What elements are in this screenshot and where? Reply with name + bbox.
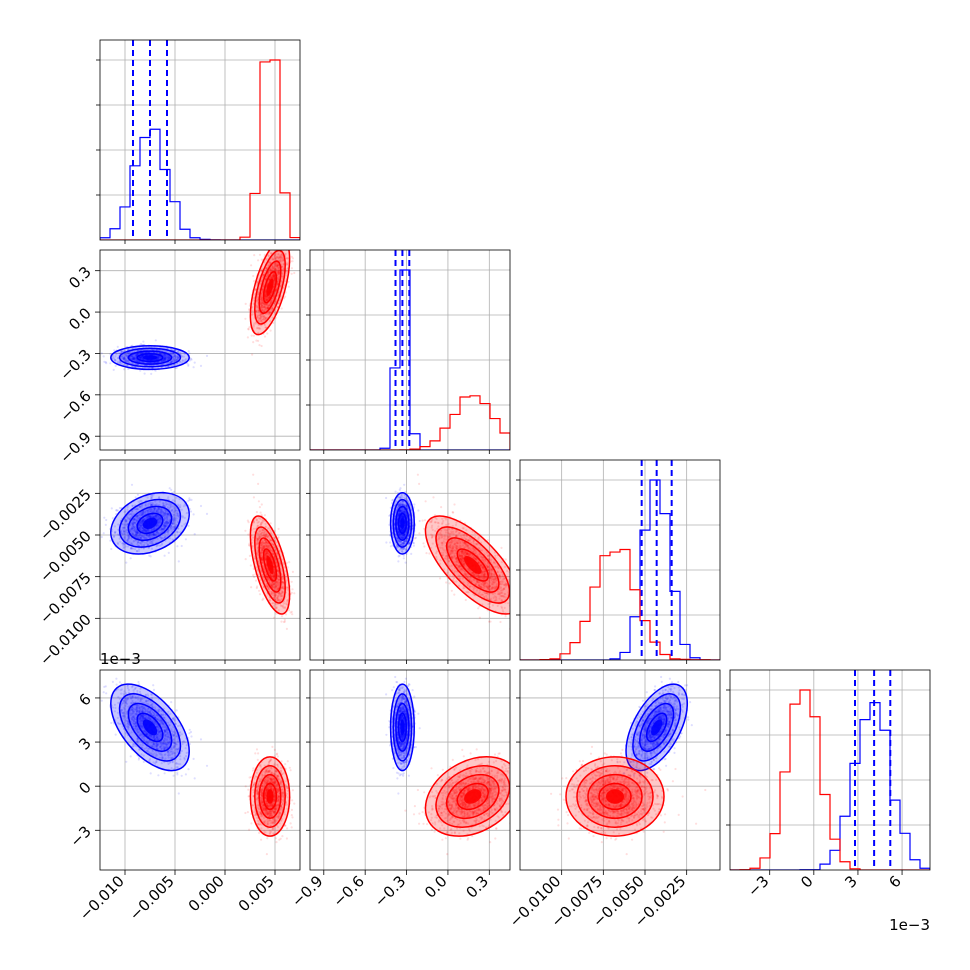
- density-peak-blue: [142, 517, 158, 529]
- panel-frame: [99, 459, 301, 661]
- x-tick-label: −0.005: [126, 872, 178, 924]
- histogram-red: [730, 689, 930, 870]
- panel-frame: [519, 459, 721, 661]
- histogram-panel-param_2: [520, 460, 720, 660]
- density-peak-red: [606, 789, 624, 804]
- histogram-panel-param_1: [310, 250, 510, 450]
- x-tick-label: −3: [744, 872, 772, 900]
- scatter-panel-param_0-param_2: [100, 460, 300, 660]
- y-tick-label: 0: [75, 778, 94, 797]
- histogram-blue: [310, 269, 510, 450]
- scatter-panel-param_1-param_2: [310, 460, 510, 660]
- x-tick-label: −0.010: [76, 872, 128, 924]
- panel-frame: [99, 669, 301, 871]
- panel-frame: [99, 249, 301, 451]
- y-tick-label: −0.9: [56, 428, 94, 466]
- histogram-panel-param_0: [100, 40, 300, 240]
- scatter-panel-param_0-param_1: [100, 250, 300, 450]
- x-tick-label: 0.3: [463, 872, 493, 902]
- panel-frame: [309, 249, 511, 451]
- scatter-points-red: [244, 473, 296, 631]
- density-peak-blue: [651, 719, 663, 736]
- x-tick-label: 0.0: [421, 872, 451, 902]
- density-peak-blue: [400, 719, 405, 736]
- x-tick-label: 0: [797, 872, 816, 891]
- x-tick-label: −0.3: [371, 872, 409, 910]
- scatter-panel-param_2-param_3: [520, 670, 720, 870]
- panel-frame: [309, 669, 511, 871]
- x-tick-label: −0.9: [288, 872, 326, 910]
- histogram-blue: [100, 128, 300, 240]
- y-tick-label: 0.0: [65, 304, 95, 334]
- x-tick-label: 6: [885, 872, 904, 891]
- histogram-red: [310, 395, 510, 450]
- density-peak-red: [266, 556, 274, 575]
- density-peak-red: [266, 278, 274, 296]
- panel-frame: [99, 39, 301, 241]
- y-tick-label: −0.6: [56, 387, 94, 425]
- panel-frame: [729, 669, 931, 871]
- histogram-red: [100, 59, 300, 240]
- x-tick-label: 0.005: [235, 872, 278, 915]
- density-peak-red: [464, 789, 482, 804]
- histogram-panel-param_3: [730, 670, 930, 870]
- y-tick-label: 6: [75, 690, 94, 709]
- density-peak-red: [464, 556, 482, 575]
- histogram-blue: [730, 702, 930, 870]
- y-tick-label: −0.3: [56, 346, 94, 384]
- density-peak-blue: [142, 719, 158, 736]
- x-tick-label: −0.6: [330, 872, 368, 910]
- histogram-red: [520, 548, 720, 660]
- x-tick-label: 0.000: [185, 872, 228, 915]
- density-peak-red: [266, 789, 274, 804]
- y-offset-label: 1e−3: [100, 650, 141, 668]
- panel-frame: [309, 459, 511, 661]
- x-tick-label: 3: [841, 872, 860, 891]
- y-tick-label: 0.3: [65, 263, 95, 293]
- y-tick-label: 3: [75, 734, 94, 753]
- density-peak-blue: [400, 517, 405, 529]
- scatter-panel-param_1-param_3: [310, 670, 510, 870]
- y-tick-label: −3: [66, 822, 94, 850]
- scatter-panel-param_0-param_3: [100, 670, 300, 870]
- density-peak-blue: [142, 355, 158, 360]
- x-offset-label: 1e−3: [889, 916, 930, 934]
- panel-frame: [519, 669, 721, 871]
